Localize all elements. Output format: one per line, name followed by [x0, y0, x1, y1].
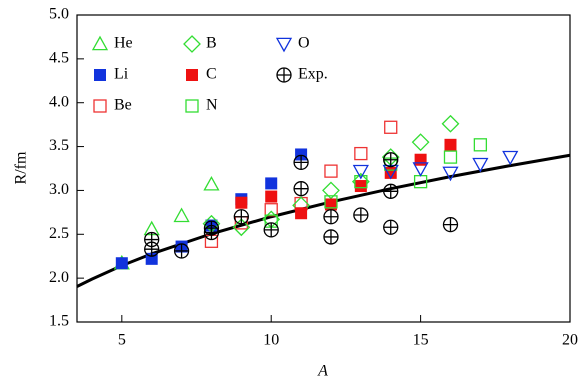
y-axis-label: R/fm [13, 151, 30, 184]
marker [173, 243, 190, 259]
marker [412, 162, 429, 177]
marker [354, 180, 367, 193]
x-tick-label: 5 [118, 332, 126, 349]
y-tick-label: 3.5 [49, 137, 69, 154]
legend-item: Li [94, 66, 129, 83]
legend-marker [186, 69, 198, 81]
legend-item: N [185, 97, 218, 114]
marker [144, 241, 160, 257]
legend-item: O [275, 35, 310, 53]
marker [115, 257, 128, 270]
marker [232, 218, 251, 237]
marker [322, 181, 340, 200]
marker [442, 166, 459, 182]
marker [265, 190, 278, 203]
marker [473, 138, 488, 152]
legend-marker [276, 67, 292, 83]
marker [441, 114, 460, 133]
marker [383, 152, 399, 168]
y-tick-label: 4.5 [49, 50, 69, 67]
fit-curve [76, 153, 571, 288]
marker [472, 157, 489, 173]
marker [414, 153, 427, 166]
legend-label: He [114, 35, 133, 52]
legend-label: O [298, 35, 310, 52]
y-tick-label: 2.0 [49, 269, 69, 286]
marker [443, 150, 458, 164]
marker [235, 196, 248, 209]
marker [383, 219, 399, 235]
marker [442, 216, 459, 233]
marker [353, 207, 369, 223]
legend-label: B [206, 35, 217, 52]
marker [265, 177, 278, 190]
marker [173, 207, 190, 223]
marker [444, 138, 457, 151]
marker [263, 222, 279, 238]
marker [383, 183, 399, 199]
marker [293, 181, 309, 197]
y-tick-label: 4.0 [49, 93, 69, 110]
marker [384, 120, 398, 134]
legend-marker [185, 99, 199, 113]
y-tick-label: 3.0 [49, 181, 69, 198]
marker [324, 164, 338, 178]
x-tick-label: 10 [263, 332, 279, 349]
marker [411, 133, 430, 152]
legend-item: He [91, 35, 133, 52]
legend-item: Exp. [276, 66, 328, 83]
legend-marker [94, 69, 106, 81]
marker [352, 164, 369, 180]
marker [203, 220, 220, 236]
marker [293, 154, 309, 171]
legend-label: N [206, 97, 218, 114]
marker [295, 207, 308, 220]
plot-frame [76, 14, 571, 323]
marker [233, 209, 249, 225]
legend-label: Exp. [298, 66, 328, 83]
legend-marker [93, 99, 107, 113]
y-tick-label: 1.5 [49, 313, 69, 330]
legend-item: B [183, 35, 217, 53]
y-tick-label: 5.0 [49, 6, 69, 23]
marker [203, 175, 220, 191]
marker [264, 203, 278, 217]
marker [295, 148, 308, 161]
legend-item: C [186, 66, 217, 83]
legend-label: C [206, 66, 217, 83]
marker [502, 150, 519, 166]
marker [354, 175, 368, 189]
x-axis-label: A [317, 363, 328, 380]
marker [323, 209, 339, 225]
x-tick-label: 15 [413, 332, 429, 349]
legend-label: Be [114, 97, 132, 114]
marker [324, 195, 338, 209]
legend-marker [183, 35, 201, 53]
y-tick-label: 2.5 [49, 225, 69, 242]
x-tick-label: 20 [562, 332, 578, 349]
marker [324, 198, 337, 211]
legend-marker [275, 37, 293, 53]
marker [354, 146, 368, 161]
marker [323, 229, 339, 245]
legend-item: Be [93, 97, 132, 114]
legend-marker [91, 35, 109, 51]
legend-label: Li [114, 66, 129, 83]
marker [145, 252, 158, 265]
